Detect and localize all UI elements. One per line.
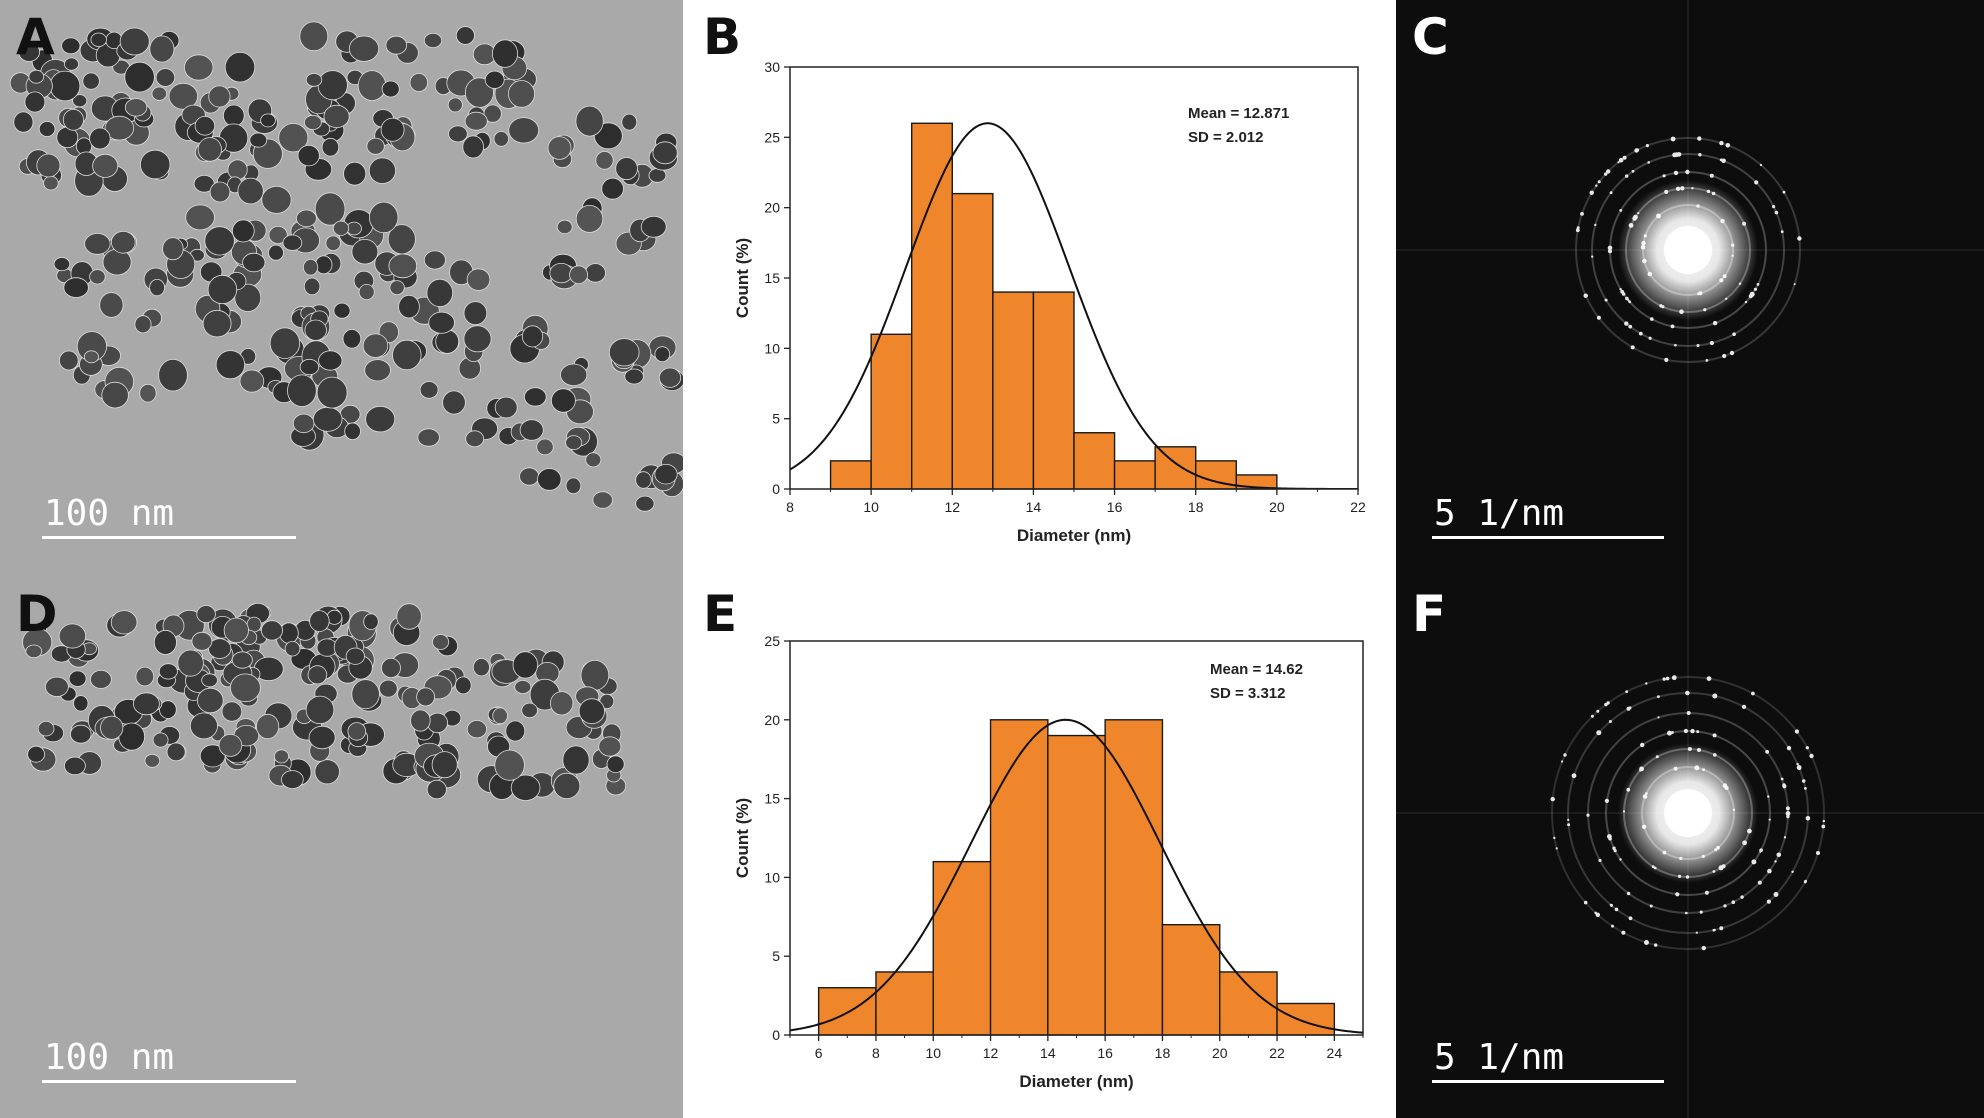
histogram-bar [829,460,872,490]
histogram-bar [1276,1002,1336,1036]
panel-letter-e: E [703,585,738,643]
histogram-bar [1161,923,1221,1036]
y-tick-label: 20 [764,200,780,216]
saed-diffraction-pattern-icon [1396,0,1984,575]
saed-panel-c: C 5 1/nm [1396,0,1984,575]
histogram-bar [932,860,992,1036]
histogram-bar [817,987,877,1036]
y-tick-label: 0 [772,1027,780,1043]
histogram-bar [992,291,1035,490]
histogram-bar [951,192,994,490]
y-tick-label: 30 [764,59,780,75]
scale-bar-label-a: 100 nm [44,493,175,534]
panel-letter-f: F [1412,585,1447,643]
x-tick-label: 14 [1026,499,1042,515]
x-axis-label: Diameter (nm) [1019,1072,1133,1091]
x-tick-label: 16 [1097,1045,1113,1061]
x-tick-label: 16 [1107,499,1123,515]
y-axis-label: Count (%) [733,798,752,878]
histogram-bar [1113,460,1156,490]
size-distribution-chart-e: 6 8 10 12 14 16 18 20 22 24 0 5 10 15 20 25 Diameter (nm… [733,633,1364,1091]
gaussian-fit-curve [790,122,1358,489]
x-tick-label: 8 [872,1045,880,1061]
x-tick-label: 12 [944,499,960,515]
saed-panel-f: F 5 1/nm [1396,575,1984,1118]
x-tick-label: 6 [815,1045,823,1061]
x-tick-label: 22 [1269,1045,1285,1061]
histogram-bar [1032,291,1075,490]
panel-letter-a: A [16,8,55,66]
x-tick-label: 20 [1212,1045,1228,1061]
x-tick-label: 20 [1269,499,1285,515]
histogram-bar [1154,446,1197,490]
nanoparticles [22,602,627,802]
tem-image-panel-a: A 100 nm [0,0,683,575]
scale-bar-d [42,1080,296,1083]
x-tick-label: 10 [863,499,879,515]
stats-annotation: SD = 2.012 [1188,129,1263,146]
y-tick-label: 5 [772,948,780,964]
y-tick-label: 5 [772,411,780,427]
histogram-bar [1073,432,1116,490]
histogram-panel-e: 6 8 10 12 14 16 18 20 22 24 0 5 10 15 20 25 Diameter (nm… [683,575,1396,1118]
histogram-bar [870,333,913,490]
tem-image-panel-d: D 100 nm [0,575,683,1118]
x-tick-label: 24 [1327,1045,1343,1061]
x-axis-label: Diameter (nm) [1017,526,1131,545]
scale-bar-label-c: 5 1/nm [1434,493,1565,534]
x-tick-label: 12 [983,1045,999,1061]
nanoparticles [9,21,683,512]
histogram-bar [1219,971,1278,1036]
x-tick-label: 18 [1155,1045,1171,1061]
histogram-bar [911,122,953,490]
histogram-panel-b: 8 10 12 14 16 18 20 22 0 5 10 15 20 25 30 Diameter (nm)… [683,0,1396,575]
y-tick-label: 0 [772,481,780,497]
x-tick-label: 22 [1350,499,1366,515]
y-tick-label: 10 [764,869,780,885]
y-tick-label: 15 [764,270,780,286]
scale-bar-c [1432,536,1664,539]
x-tick-label: 14 [1040,1045,1056,1061]
y-tick-label: 25 [764,129,780,145]
y-axis-label: Count (%) [733,238,752,318]
tem-micrograph-icon [0,575,683,1118]
panel-letter-b: B [703,8,742,66]
stats-annotation: Mean = 12.871 [1188,105,1289,122]
x-tick-label: 8 [786,499,794,515]
gaussian-fit-curve [790,718,1363,1034]
panel-letter-c: C [1412,8,1449,66]
saed-diffraction-pattern-icon [1396,575,1984,1118]
histogram-bar [1047,734,1106,1036]
histogram-bar [1104,719,1164,1036]
y-tick-label: 10 [764,340,780,356]
stats-annotation: SD = 3.312 [1210,685,1285,702]
tem-micrograph-icon [0,0,683,575]
stats-annotation: Mean = 14.62 [1210,661,1303,678]
y-tick-label: 25 [764,633,780,649]
y-tick-label: 15 [764,791,780,807]
x-tick-label: 10 [925,1045,941,1061]
histogram-bar [989,719,1049,1036]
size-distribution-chart-b: 8 10 12 14 16 18 20 22 0 5 10 15 20 25 30 Diameter (nm)… [733,59,1366,545]
scale-bar-a [42,536,296,539]
scale-bar-label-d: 100 nm [44,1037,175,1078]
histogram-bar [875,971,934,1036]
x-tick-label: 18 [1188,499,1204,515]
scale-bar-label-f: 5 1/nm [1434,1037,1565,1078]
scale-bar-f [1432,1080,1664,1083]
panel-letter-d: D [16,585,58,643]
y-tick-label: 20 [764,712,780,728]
